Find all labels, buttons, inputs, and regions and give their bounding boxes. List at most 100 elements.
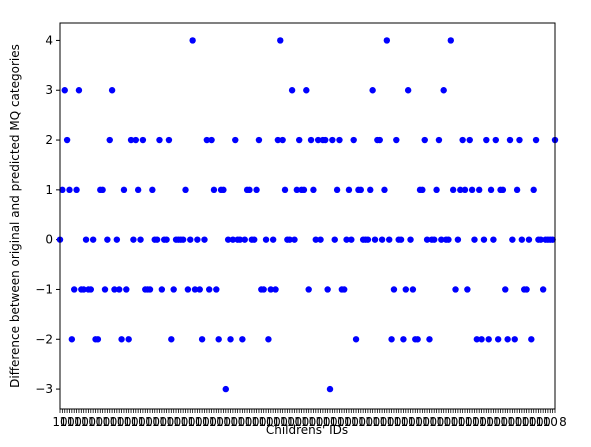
data-point [376,136,383,144]
data-point [241,236,248,243]
x-tick-label: 10 [67,415,82,429]
data-point [269,236,277,243]
x-tick-label: 10 [131,415,146,429]
x-tick-label: 10 [351,415,366,429]
data-point [210,186,218,194]
data-point [279,136,286,144]
data-point [423,236,431,243]
data-point [307,136,315,144]
x-tick-label: 10 [479,415,494,429]
data-point [108,87,116,94]
x-tick-label: 10 [166,415,181,429]
x-tick-label: 10 [443,415,458,429]
x-tick-label: 10 [230,415,245,429]
x-tick-label: 10 [95,415,110,429]
x-tick-label: 10 [301,415,316,429]
data-point [386,236,393,243]
data-point [68,336,76,343]
y-tick-label: −2 [35,332,53,346]
data-point [89,236,97,243]
data-point [274,136,282,144]
data-point [352,336,360,343]
data-point [459,136,466,144]
x-tick-label: 10 [322,415,337,429]
data-point [253,186,260,194]
data-point [407,236,414,243]
data-point [513,186,521,194]
data-point [116,286,123,293]
data-point [523,286,530,293]
data-point [390,286,398,293]
data-point [215,336,222,343]
data-point [80,286,87,293]
data-point [220,186,227,194]
data-point [170,286,177,293]
data-point [267,286,274,293]
data-point [485,336,492,343]
x-tick-label: 10 [543,415,558,429]
data-point [350,136,357,144]
data-point [445,236,452,243]
x-tick-label: 10 [521,415,536,429]
plot-area-frame [59,22,556,410]
data-point [146,286,154,293]
data-point [454,236,462,243]
data-point [329,136,336,144]
data-point [537,236,544,243]
data-point [525,236,533,243]
data-point [326,385,334,393]
x-tick-label: 10 [393,415,408,429]
data-point [61,87,68,94]
data-point [288,87,296,94]
x-tick-label: 10 [486,415,501,429]
data-point [421,136,428,144]
data-point [165,136,173,144]
data-point [120,186,128,194]
data-point [317,236,324,243]
x-tick-label: 10 [180,415,195,429]
data-point [184,286,192,293]
x-tick-label: 10 [287,415,302,429]
x-tick-label: 10 [244,415,259,429]
data-point [478,336,485,343]
data-point [381,186,388,194]
x-tick-label: 10 [187,415,202,429]
data-point [539,286,547,293]
data-point [518,236,526,243]
x-axis-title: Childrens' IDs [266,423,348,437]
data-point [312,236,319,243]
data-point [224,236,232,243]
data-point [449,186,457,194]
data-point [179,236,187,243]
data-point [134,186,142,194]
data-point [506,136,514,144]
data-point [139,136,147,144]
x-tick-label: 10 [81,415,96,429]
data-points [56,37,559,393]
data-point [281,186,289,194]
data-point [168,336,175,343]
x-tick-label: 10 [429,415,444,429]
x-tick-label: 10 [358,415,373,429]
x-tick-label: 10 [415,415,430,429]
x-tick-label: 10 [152,415,167,429]
data-point [291,236,298,243]
x-tick-label: 10 [173,415,188,429]
data-point [265,336,272,343]
x-tick-label: 10 [528,415,543,429]
data-point [440,87,447,94]
data-point [239,336,246,343]
data-point [203,136,211,144]
data-point [206,286,213,293]
data-point [393,136,400,144]
data-point [296,136,303,144]
data-point [388,336,395,343]
x-tick-label: 10 [102,415,117,429]
data-point [419,186,426,194]
x-tick-label: 10 [251,415,266,429]
data-point [343,236,350,243]
data-point [75,87,83,94]
x-axis-ticks: 1010101010101010101010101010101010101010… [52,409,567,429]
data-point [397,236,405,243]
data-point [357,186,364,194]
